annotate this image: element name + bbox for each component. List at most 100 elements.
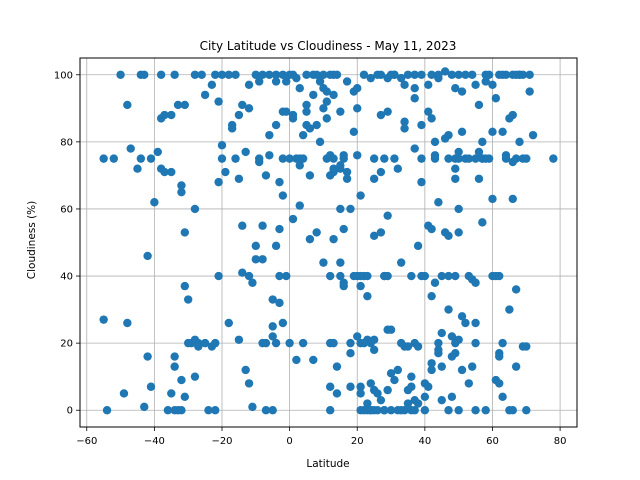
scatter-point <box>353 151 362 160</box>
scatter-point <box>204 406 213 415</box>
scatter-point <box>261 171 271 180</box>
scatter-point <box>434 338 443 348</box>
scatter-point <box>325 382 335 391</box>
scatter-point <box>190 372 200 381</box>
scatter-point <box>430 151 440 160</box>
scatter-point <box>403 70 413 79</box>
scatter-point <box>481 77 490 86</box>
scatter-point <box>369 174 379 183</box>
scatter-point <box>363 399 372 408</box>
scatter-point <box>295 161 304 170</box>
scatter-point <box>454 335 463 344</box>
scatter-point <box>508 110 517 120</box>
scatter-point <box>248 402 257 412</box>
scatter-point <box>353 83 362 93</box>
scatter-point <box>464 154 474 163</box>
scatter-point <box>211 70 220 79</box>
scatter-point <box>275 298 284 308</box>
scatter-point <box>528 130 538 140</box>
scatter-point <box>424 382 433 391</box>
scatter-point <box>346 349 355 358</box>
scatter-point <box>217 70 227 79</box>
scatter-point <box>336 107 345 116</box>
scatter-point <box>183 295 193 304</box>
scatter-point <box>427 224 436 234</box>
scatter-point <box>278 154 288 163</box>
scatter-point <box>167 167 176 177</box>
scatter-point <box>140 70 149 79</box>
scatter-point <box>302 107 311 116</box>
scatter-point <box>393 365 403 375</box>
scatter-point <box>163 406 173 415</box>
scatter-point <box>474 174 484 183</box>
scatter-point <box>234 110 244 120</box>
scatter-point <box>393 164 403 173</box>
scatter-point <box>376 395 386 405</box>
scatter-point <box>369 335 379 344</box>
scatter-point <box>292 355 301 365</box>
scatter-point <box>238 268 247 277</box>
scatter-point <box>403 399 413 408</box>
scatter-point <box>518 70 528 79</box>
scatter-point <box>309 90 318 100</box>
scatter-point <box>302 70 311 79</box>
scatter-point <box>143 352 152 361</box>
point-layer <box>99 67 558 415</box>
scatter-point <box>244 80 254 90</box>
scatter-point <box>238 221 247 230</box>
scatter-point <box>356 389 365 398</box>
scatter-point <box>278 70 288 79</box>
scatter-point <box>491 94 501 103</box>
scatter-point <box>160 167 169 177</box>
scatter-point <box>336 258 345 267</box>
scatter-point <box>254 77 264 86</box>
scatter-point <box>386 406 396 415</box>
scatter-point <box>396 73 406 83</box>
scatter-point <box>346 338 355 348</box>
scatter-point <box>258 70 267 79</box>
scatter-point <box>143 251 152 261</box>
scatter-point <box>410 83 419 93</box>
scatter-point <box>454 406 463 415</box>
scatter-point <box>376 167 386 177</box>
scatter-point <box>451 174 460 183</box>
scatter-point <box>336 271 345 281</box>
scatter-point <box>251 255 261 264</box>
scatter-point <box>336 204 345 214</box>
scatter-point <box>224 70 233 79</box>
scatter-point <box>525 70 534 79</box>
scatter-point <box>170 352 179 361</box>
scatter-point <box>424 80 433 90</box>
plot-frame <box>79 57 578 428</box>
scatter-point <box>508 194 517 204</box>
scatter-point <box>319 104 328 113</box>
scatter-point <box>153 147 162 157</box>
scatter-point <box>265 130 274 140</box>
scatter-point <box>305 171 315 180</box>
scatter-point <box>383 107 392 116</box>
scatter-point <box>488 80 497 90</box>
scatter-point <box>437 395 446 405</box>
scatter-point <box>488 127 497 136</box>
scatter-point <box>251 70 261 79</box>
scatter-point <box>515 137 524 147</box>
x-tick-label: −40 <box>144 436 165 447</box>
scatter-point <box>190 204 200 214</box>
tick-layer: −60 −40 −20 0 20 40 60 80 0 20 40 60 80 100 <box>54 70 567 447</box>
scatter-point <box>234 335 244 344</box>
x-tick-label: −20 <box>211 436 232 447</box>
scatter-point <box>434 345 443 355</box>
scatter-point <box>373 389 382 398</box>
scatter-point <box>238 100 247 110</box>
scatter-point <box>417 154 426 163</box>
scatter-point <box>265 151 274 160</box>
scatter-point <box>140 402 149 412</box>
scatter-point <box>481 406 490 415</box>
scatter-point <box>214 177 223 187</box>
scatter-point <box>177 181 186 190</box>
scatter-point <box>454 70 463 79</box>
scatter-point <box>474 147 484 157</box>
scatter-point <box>332 70 342 79</box>
